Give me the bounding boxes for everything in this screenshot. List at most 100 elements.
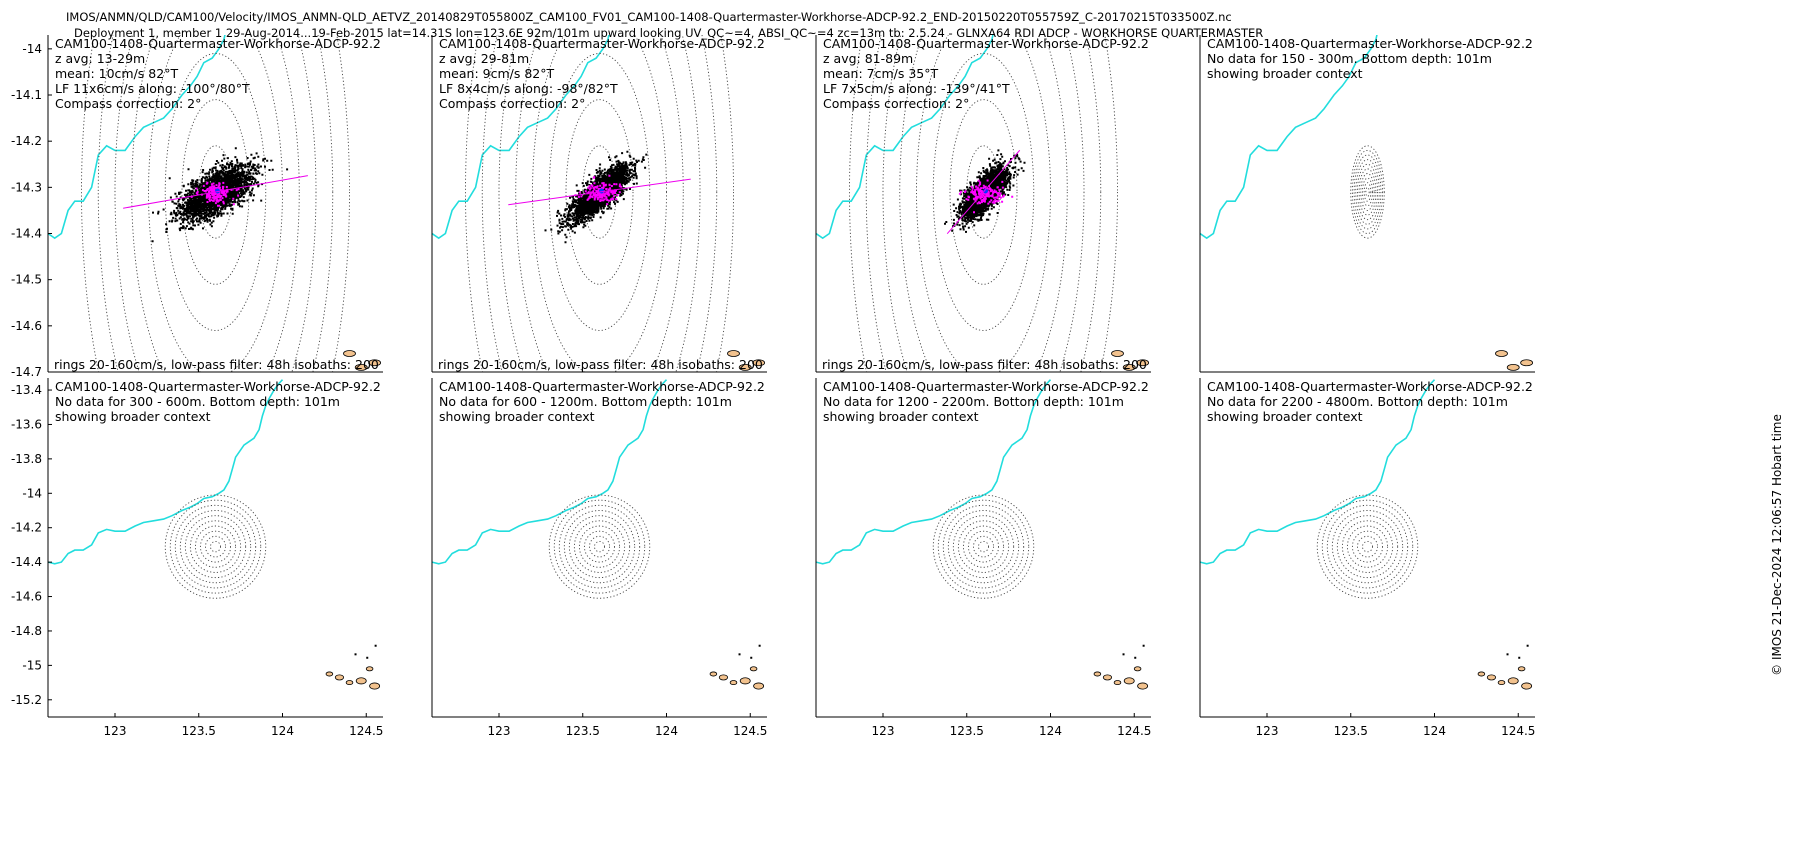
velocity-rings — [164, 494, 267, 599]
reef-dot — [1142, 644, 1145, 647]
panel-plot-area — [48, 379, 385, 690]
panel-info-line: LF 7x5cm/s along: -139°/41°T — [823, 81, 1010, 96]
x-tick-label: 124.5 — [1117, 724, 1151, 738]
velocity-scatter — [151, 147, 289, 243]
y-tick-label: -14.2 — [11, 134, 42, 148]
velocity-ring — [1356, 535, 1378, 558]
velocity-ring — [179, 510, 252, 584]
panel-info-line: showing broader context — [439, 409, 595, 424]
velocity-ring — [849, 35, 1118, 372]
velocity-ring — [189, 520, 242, 573]
reef-dot — [366, 656, 369, 659]
panel-info-line: mean: 10cm/s 82°T — [55, 66, 178, 81]
lowpass-scatter-points — [190, 181, 240, 207]
x-tick-label: 123.5 — [1334, 724, 1368, 738]
velocity-ring — [882, 35, 1085, 372]
panel-info-line: z avg: 81-89m — [823, 51, 913, 66]
reef-dot — [1518, 656, 1521, 659]
y-tick-label: -14.7 — [11, 365, 42, 379]
land-patches — [1111, 350, 1150, 371]
velocity-ring — [952, 515, 1015, 579]
land-patches — [325, 644, 385, 690]
velocity-ring — [532, 35, 667, 372]
y-tick-label: -14.1 — [11, 88, 42, 102]
y-tick-label: -13.4 — [11, 383, 42, 397]
y-tick-label: -14.6 — [11, 319, 42, 333]
velocity-ring — [573, 520, 626, 573]
panel-instrument-title: CAM100-1408-Quartermaster-Workhorse-ADCP… — [1207, 36, 1533, 51]
y-tick-label: -14.3 — [11, 180, 42, 194]
x-tick-label: 124.5 — [349, 724, 383, 738]
coastline — [48, 379, 284, 565]
land-island — [729, 680, 738, 686]
velocity-ring — [1362, 177, 1373, 207]
velocity-ring — [97, 35, 334, 372]
panel-2: CAM100-1408-Quartermaster-Workhorse-ADCP… — [431, 35, 870, 373]
x-tick-label: 123.5 — [182, 724, 216, 738]
velocity-ring — [481, 35, 718, 372]
land-island — [1102, 674, 1113, 681]
velocity-ring — [1365, 186, 1370, 198]
panel-info-line: mean: 7cm/s 35°T — [823, 66, 938, 81]
land-island — [709, 671, 718, 677]
coastline — [432, 35, 610, 240]
velocity-ring — [899, 35, 1068, 372]
panel-instrument-title: CAM100-1408-Quartermaster-Workhorse-ADCP… — [823, 36, 1149, 51]
panel-instrument-title: CAM100-1408-Quartermaster-Workhorse-ADCP… — [439, 36, 765, 51]
velocity-ring — [515, 35, 684, 372]
land-island — [1495, 350, 1508, 357]
velocity-ring — [184, 515, 247, 579]
panel-plot-area — [432, 379, 765, 690]
velocity-ring — [1336, 515, 1399, 579]
velocity-ring — [1316, 494, 1419, 599]
velocity-rings — [932, 494, 1035, 599]
land-island — [1136, 359, 1150, 367]
reef-dot — [383, 648, 385, 650]
velocity-ring — [932, 53, 1035, 331]
land-island — [1520, 359, 1534, 367]
land-island — [1486, 674, 1497, 681]
panel-info-line: No data for 1200 - 2200m. Bottom depth: … — [823, 394, 1124, 409]
panel-footer-note: rings 20-160cm/s, low-pass filter: 48h i… — [438, 357, 870, 372]
panel-info-line: showing broader context — [1207, 409, 1363, 424]
y-tick-label: -14 — [22, 42, 42, 56]
panel-plot-area — [1200, 379, 1533, 690]
coastline — [1200, 379, 1436, 565]
land-island — [738, 363, 752, 371]
land-island — [749, 666, 758, 672]
land-island — [752, 359, 766, 367]
panel-plot-area — [432, 35, 766, 372]
velocity-ring — [498, 35, 701, 372]
velocity-ring — [1355, 159, 1380, 225]
panel-6: 123 123.5 124 124.5 CAM100-1408-Quartermaste… — [431, 378, 767, 738]
panel-info-line: Compass correction: 2° — [823, 96, 969, 111]
velocity-ring — [553, 499, 646, 594]
panel-info-line: No data for 300 - 600m. Bottom depth: 10… — [55, 394, 340, 409]
reef-dot — [1151, 648, 1153, 650]
principal-axis-line — [946, 149, 1021, 235]
land-patches — [1477, 644, 1533, 690]
velocity-ring — [1350, 145, 1385, 239]
land-island — [1093, 671, 1102, 677]
x-tick-label: 123.5 — [566, 724, 600, 738]
panel-info-line: mean: 9cm/s 82°T — [439, 66, 554, 81]
land-island — [354, 363, 368, 371]
panel-5: -13.4 -13.6 -13.8 -14 -14.2 -14.4 -14.6 -14.8 -1… — [11, 378, 385, 738]
velocity-ring — [563, 510, 636, 584]
velocity-ring — [114, 35, 317, 372]
panel-4: CAM100-1408-Quartermaster-Workhorse-ADCP… — [1199, 35, 1535, 373]
land-island — [369, 682, 381, 690]
velocity-rings — [548, 494, 651, 599]
panel-3: CAM100-1408-Quartermaster-Workhorse-ADCP… — [815, 35, 1151, 373]
velocity-ring — [164, 494, 267, 599]
velocity-ring — [1341, 520, 1394, 573]
land-island — [325, 671, 334, 677]
velocity-ring — [1326, 504, 1409, 589]
velocity-ring — [565, 99, 634, 285]
y-tick-label: -14.4 — [11, 227, 42, 241]
x-tick-label: 123 — [488, 724, 511, 738]
panel-instrument-title: CAM100-1408-Quartermaster-Workhorse-ADCP… — [439, 379, 765, 394]
panel-info-line: No data for 2200 - 4800m. Bottom depth: … — [1207, 394, 1508, 409]
panel-info-line: z avg: 29-81m — [439, 51, 529, 66]
